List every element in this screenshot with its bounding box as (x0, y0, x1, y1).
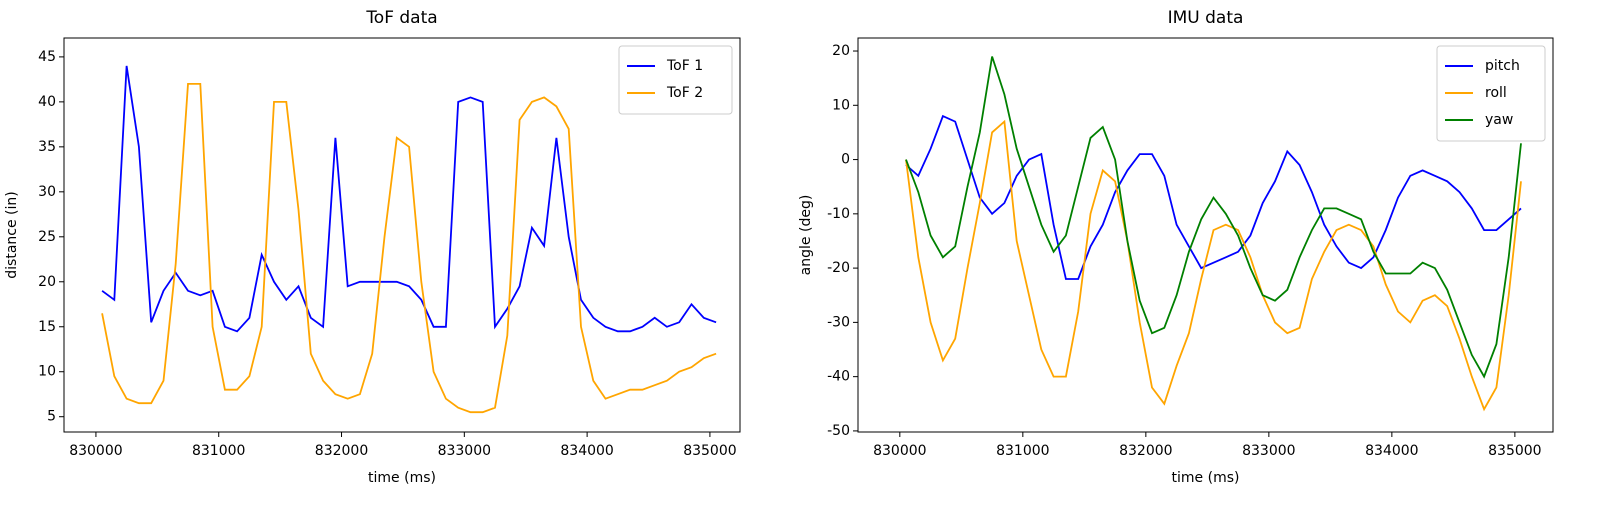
series-line (905, 114, 1522, 280)
legend-box (1436, 45, 1546, 142)
series-line (905, 56, 1522, 379)
y-tick-label: 30 (38, 184, 56, 200)
x-tick-label: 834000 (560, 443, 613, 459)
y-tick-label: -10 (827, 206, 850, 222)
y-axis-label: distance (in) (4, 191, 20, 278)
legend-box (618, 45, 733, 115)
y-axis-label: angle (deg) (798, 195, 814, 276)
y-tick-label: 15 (38, 319, 56, 335)
x-tick-label: 832000 (315, 443, 368, 459)
x-axis-label: time (ms) (368, 470, 436, 486)
x-tick-label: 833000 (1242, 443, 1295, 459)
plot-frame (857, 37, 1554, 433)
y-tick-label: -40 (827, 369, 850, 385)
legend-label: ToF 2 (666, 85, 703, 101)
y-tick-label: 10 (832, 97, 850, 113)
plot-frame (63, 37, 741, 433)
y-tick-label: -30 (827, 314, 850, 330)
y-tick-label: 20 (832, 43, 850, 59)
x-tick-label: 835000 (683, 443, 736, 459)
chart-panel: IMU data time (ms) angle (deg) 830000 831000… (798, 8, 1554, 486)
chart-panel: ToF data time (ms) distance (in) 830000 8310… (4, 8, 741, 486)
legend-label: roll (1485, 85, 1507, 101)
x-tick-label: 835000 (1488, 443, 1541, 459)
y-tick-label: 25 (38, 229, 56, 245)
x-tick-label: 832000 (1119, 443, 1172, 459)
x-tick-label: 833000 (438, 443, 491, 459)
y-tick-label: 35 (38, 139, 56, 155)
series-line (101, 83, 717, 414)
series-line (101, 65, 717, 333)
series-line (905, 119, 1522, 412)
x-tick-label: 830000 (873, 443, 926, 459)
y-tick-label: -20 (827, 260, 850, 276)
y-tick-label: 45 (38, 49, 56, 65)
x-tick-label: 834000 (1365, 443, 1418, 459)
x-axis-label: time (ms) (1172, 470, 1240, 486)
chart-title: ToF data (365, 8, 437, 28)
y-tick-label: 0 (841, 152, 850, 168)
y-tick-label: 40 (38, 94, 56, 110)
x-tick-label: 830000 (69, 443, 122, 459)
chart-title: IMU data (1168, 8, 1244, 28)
x-tick-label: 831000 (996, 443, 1049, 459)
y-tick-label: 20 (38, 274, 56, 290)
y-tick-label: 5 (47, 409, 56, 425)
legend-label: yaw (1485, 112, 1513, 128)
x-tick-label: 831000 (192, 443, 245, 459)
legend-label: pitch (1485, 58, 1520, 74)
y-tick-label: 10 (38, 364, 56, 380)
y-tick-label: -50 (827, 423, 850, 439)
legend-label: ToF 1 (666, 58, 703, 74)
